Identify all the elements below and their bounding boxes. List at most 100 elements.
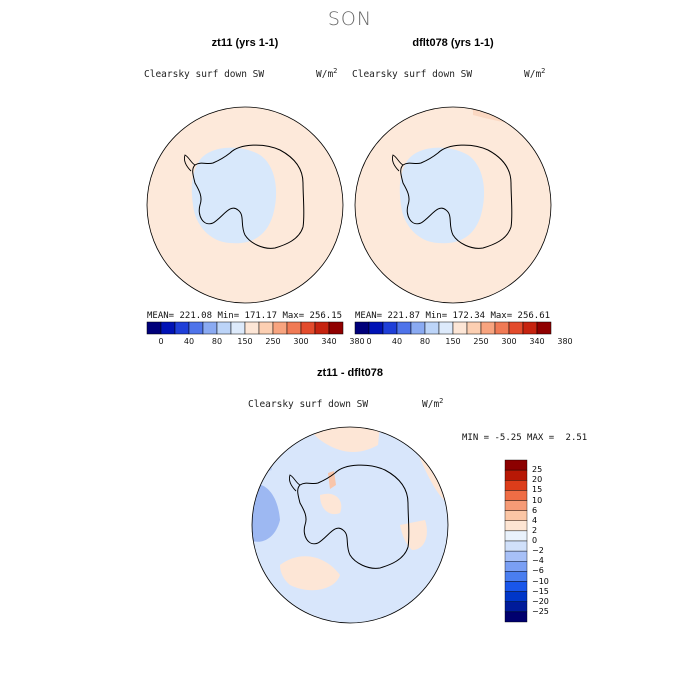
peninsula-outline bbox=[392, 154, 404, 172]
colorbar-swatch bbox=[146, 321, 162, 335]
panel-title-left: zt11 (yrs 1-1) bbox=[211, 37, 279, 49]
colorbar-swatch bbox=[230, 321, 246, 335]
diff-title: zt11 - dflt078 bbox=[316, 367, 384, 379]
colorbar-swatch bbox=[504, 520, 528, 532]
colorbar-swatch bbox=[504, 561, 528, 572]
colorbar-swatch bbox=[272, 321, 288, 335]
colorbar-swatch bbox=[300, 321, 316, 335]
stats-right: MEAN= 221.87 Min= 172.34 Max= 256.61 bbox=[355, 311, 551, 321]
colorbar-tick-label: 20 bbox=[532, 475, 543, 485]
colorbar-swatch bbox=[188, 321, 204, 335]
colorbar-tick-label: 340 bbox=[321, 337, 337, 346]
colorbar-tick-label: 2 bbox=[532, 525, 538, 535]
variable-label-left: Clearsky surf down SW bbox=[144, 69, 265, 80]
colorbar-swatch bbox=[480, 321, 496, 335]
colorbar-tick-label: −10 bbox=[532, 576, 549, 586]
colorbar-swatch bbox=[494, 321, 510, 335]
diff-positive-patch bbox=[400, 520, 427, 550]
colorbar-swatch bbox=[286, 321, 302, 335]
map-diff bbox=[251, 426, 449, 624]
colorbar-swatch bbox=[368, 321, 384, 335]
colorbar-tick-label: 0 bbox=[532, 536, 538, 545]
colorbar-swatch bbox=[504, 591, 528, 602]
colorbar-right bbox=[354, 321, 552, 335]
diff-positive-patch bbox=[320, 493, 342, 515]
colorbar-left bbox=[146, 321, 344, 335]
colorbar-swatch bbox=[504, 480, 528, 491]
colorbar-tick-label: 4 bbox=[532, 515, 538, 525]
panel-title-right: dflt078 (yrs 1-1) bbox=[412, 37, 494, 49]
colorbar-swatch bbox=[504, 581, 528, 592]
colorbar-diff bbox=[504, 459, 528, 623]
colorbar-swatch bbox=[504, 530, 528, 542]
colorbar-swatch bbox=[382, 321, 398, 335]
season-title: SON bbox=[327, 8, 373, 30]
units-label-left: W/m2 bbox=[316, 67, 338, 81]
colorbar-swatch bbox=[504, 510, 528, 521]
colorbar-tick-label: −20 bbox=[532, 596, 549, 606]
colorbar-swatch bbox=[202, 321, 218, 335]
colorbar-tick-label: −15 bbox=[532, 586, 549, 596]
colorbar-swatch bbox=[452, 321, 468, 335]
colorbar-tick-label: 15 bbox=[532, 485, 543, 495]
colorbar-swatch bbox=[504, 490, 528, 501]
colorbar-tick-label: −4 bbox=[532, 556, 544, 566]
colorbar-tick-label: 80 bbox=[419, 337, 431, 346]
colorbar-swatch bbox=[508, 321, 524, 335]
colorbar-swatch bbox=[504, 550, 528, 562]
diff-units-label: W/m2 bbox=[422, 397, 444, 411]
map-left bbox=[146, 106, 344, 304]
colorbar-tick-label: 300 bbox=[501, 337, 517, 346]
diff-negative-patch bbox=[435, 575, 448, 613]
diff-positive-patch bbox=[310, 427, 380, 452]
colorbar-tick-label: 380 bbox=[557, 337, 573, 346]
colorbar-tick-label: −6 bbox=[532, 566, 544, 576]
variable-label-right: Clearsky surf down SW bbox=[352, 69, 473, 80]
colorbar-tick-label: −25 bbox=[532, 606, 549, 616]
colorbar-swatch bbox=[504, 611, 528, 623]
colorbar-swatch bbox=[504, 459, 528, 471]
colorbar-swatch bbox=[328, 321, 344, 335]
colorbar-tick-label: 0 bbox=[366, 337, 372, 346]
map-right bbox=[354, 106, 552, 304]
diff-positive-patch bbox=[328, 471, 336, 489]
colorbar-swatch bbox=[174, 321, 190, 335]
colorbar-tick-label: 150 bbox=[445, 337, 461, 346]
colorbar-swatch bbox=[354, 321, 370, 335]
colorbar-tick-label: 25 bbox=[532, 465, 543, 475]
diff-variable-label: Clearsky surf down SW bbox=[248, 399, 369, 410]
colorbar-tick-label: 250 bbox=[265, 337, 281, 346]
colorbar-tick-label: 6 bbox=[532, 505, 538, 515]
colorbar-tick-label: 10 bbox=[532, 495, 543, 505]
units-label-right: W/m2 bbox=[524, 67, 546, 81]
colorbar-tick-label: 0 bbox=[158, 337, 164, 346]
colorbar-swatch bbox=[424, 321, 440, 335]
colorbar-swatch bbox=[466, 321, 482, 335]
diff-positive-patch bbox=[280, 556, 340, 591]
colorbar-swatch bbox=[396, 321, 412, 335]
colorbar-tick-label: 250 bbox=[473, 337, 489, 346]
colorbar-swatch bbox=[438, 321, 454, 335]
sea-ice-region bbox=[399, 147, 485, 244]
colorbar-swatch bbox=[504, 469, 528, 481]
colorbar-swatch bbox=[314, 321, 330, 335]
colorbar-swatch bbox=[504, 571, 528, 582]
sea-ice-region bbox=[191, 147, 277, 244]
colorbar-swatch bbox=[160, 321, 176, 335]
colorbar-tick-label: 40 bbox=[183, 337, 195, 346]
colorbar-tick-label: 300 bbox=[293, 337, 309, 346]
colorbar-swatch bbox=[504, 601, 528, 613]
colorbar-tick-label: 80 bbox=[211, 337, 223, 346]
colorbar-swatch bbox=[536, 321, 552, 335]
colorbar-swatch bbox=[258, 321, 274, 335]
colorbar-tick-label: 150 bbox=[237, 337, 253, 346]
colorbar-swatch bbox=[504, 540, 528, 552]
colorbar-swatch bbox=[522, 321, 538, 335]
colorbar-swatch bbox=[504, 500, 528, 511]
peninsula-outline bbox=[184, 154, 196, 172]
diff-minmax: MIN = -5.25 MAX = 2.51 bbox=[462, 433, 588, 443]
colorbar-swatch bbox=[216, 321, 232, 335]
colorbar-tick-label: 340 bbox=[529, 337, 545, 346]
colorbar-swatch bbox=[244, 321, 260, 335]
stats-left: MEAN= 221.08 Min= 171.17 Max= 256.15 bbox=[147, 311, 343, 321]
